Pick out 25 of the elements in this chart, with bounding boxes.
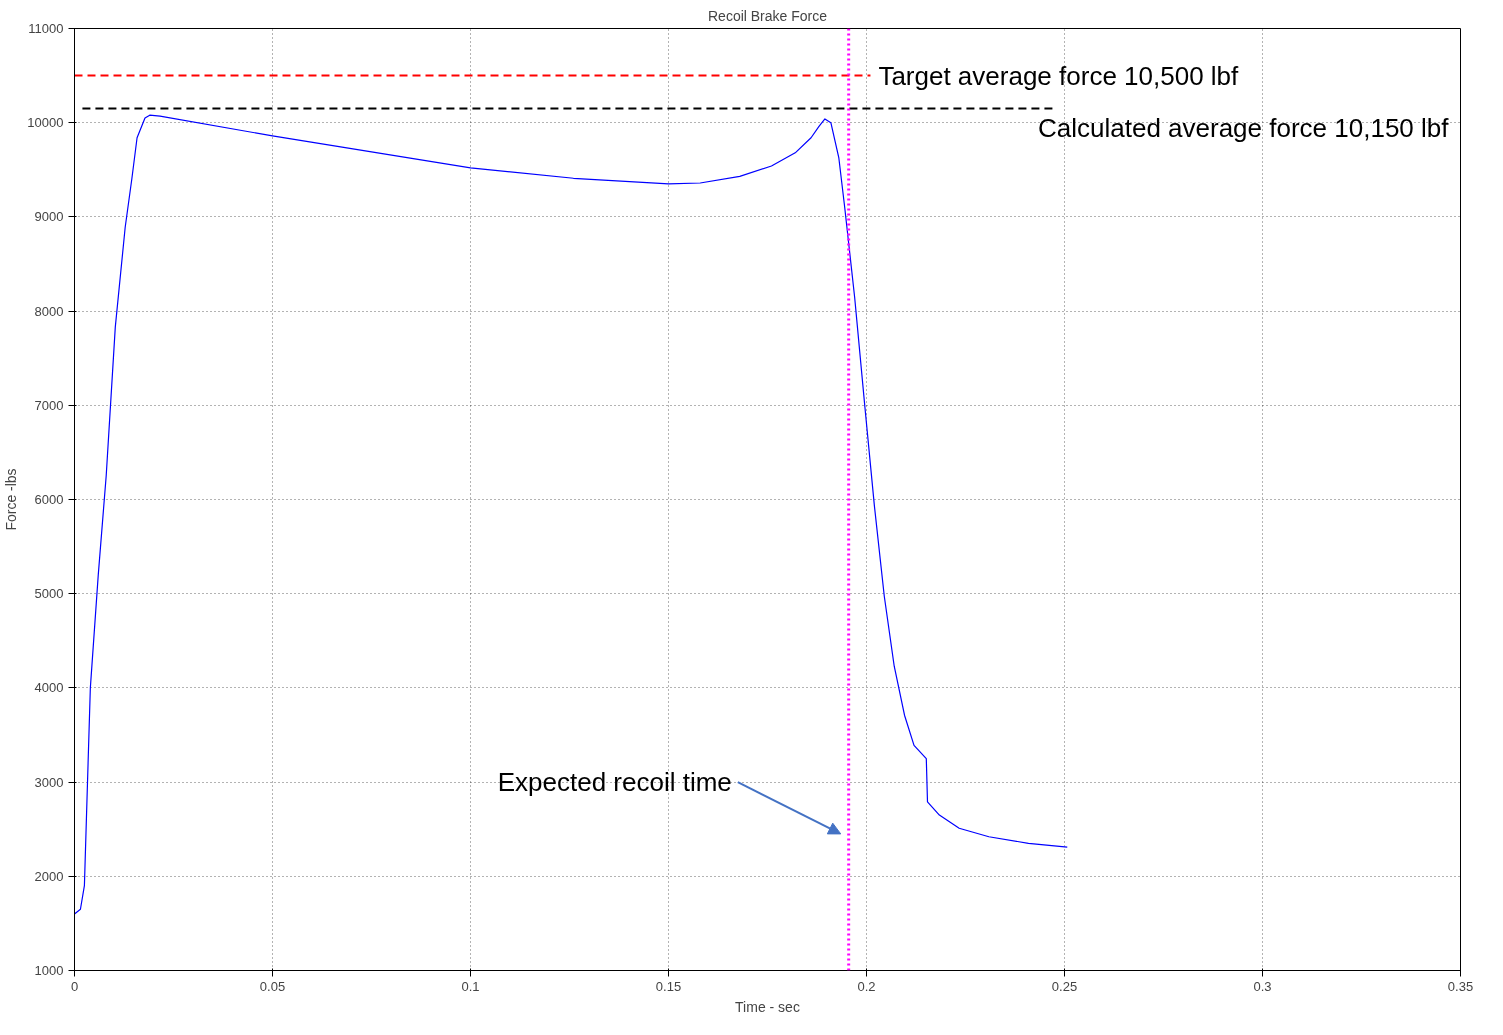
- y-tick-label: 6000: [34, 492, 64, 507]
- y-tick-label: 3000: [34, 774, 64, 790]
- y-tick-label: 8000: [34, 303, 64, 319]
- y-tick-label: 5000: [34, 586, 64, 602]
- x-tick-label: 0.1: [461, 978, 480, 994]
- y-tick-label: 4000: [34, 680, 64, 696]
- y-tick-label: 2000: [34, 868, 64, 884]
- x-axis-title: Time - sec: [735, 998, 800, 1015]
- x-tick-label: 0.25: [1051, 978, 1078, 994]
- x-tick-label: 0.3: [1253, 978, 1272, 994]
- y-tick-label: 9000: [34, 209, 64, 225]
- x-tick-label: 0.15: [655, 978, 682, 994]
- y-tick-label: 1000: [34, 963, 64, 978]
- x-tick-label: 0.2: [857, 978, 876, 994]
- y-tick-label: 7000: [34, 397, 64, 413]
- x-tick-label: 0.35: [1447, 978, 1474, 994]
- y-tick-label: 10000: [27, 115, 64, 131]
- y-axis-title: Force -lbs: [3, 468, 20, 531]
- series-label: Target average force 10,500 lbf: [878, 60, 1240, 91]
- series-label: Calculated average force 10,150 lbf: [1038, 112, 1450, 143]
- y-tick-label: 11000: [28, 21, 64, 36]
- annotation: Expected recoil time: [497, 767, 732, 798]
- x-tick-label: 0.05: [259, 978, 286, 994]
- chart-title: Recoil Brake Force: [707, 7, 828, 24]
- x-tick-label: 0: [70, 978, 79, 994]
